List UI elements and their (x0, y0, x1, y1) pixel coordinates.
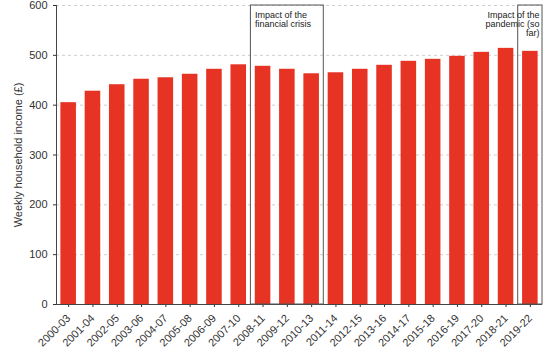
svg-text:2016-19: 2016-19 (424, 311, 462, 349)
svg-text:2019-22: 2019-22 (497, 312, 534, 349)
svg-text:2017-20: 2017-20 (448, 311, 486, 349)
svg-text:600: 600 (29, 0, 47, 11)
svg-text:Impact of thepandemic (sofar): Impact of thepandemic (sofar) (485, 10, 539, 38)
svg-text:2007-10: 2007-10 (205, 311, 243, 349)
svg-text:0: 0 (41, 298, 47, 310)
svg-text:2000-03: 2000-03 (35, 311, 73, 349)
svg-text:400: 400 (29, 99, 47, 111)
svg-text:2015-18: 2015-18 (400, 311, 438, 349)
svg-text:2013-16: 2013-16 (351, 311, 389, 349)
svg-text:Weekly household income (£): Weekly household income (£) (12, 83, 24, 228)
svg-text:2004-07: 2004-07 (132, 311, 170, 349)
svg-text:200: 200 (29, 198, 47, 210)
svg-text:2002-05: 2002-05 (84, 311, 122, 349)
svg-text:2003-06: 2003-06 (108, 311, 146, 349)
svg-text:2001-04: 2001-04 (59, 311, 97, 349)
svg-text:2011-14: 2011-14 (303, 311, 340, 349)
svg-text:2008-11: 2008-11 (230, 311, 267, 349)
svg-text:2018-21: 2018-21 (472, 311, 510, 349)
svg-text:2012-15: 2012-15 (327, 311, 365, 349)
svg-text:100: 100 (29, 248, 47, 260)
svg-text:300: 300 (29, 149, 47, 161)
svg-text:2010-13: 2010-13 (278, 311, 316, 349)
svg-text:Impact of thefinancial crisis: Impact of thefinancial crisis (255, 10, 312, 29)
svg-text:2009-12: 2009-12 (254, 311, 292, 349)
svg-text:2006-09: 2006-09 (181, 311, 219, 349)
svg-text:2014-17: 2014-17 (375, 311, 413, 349)
svg-text:500: 500 (29, 49, 47, 61)
svg-text:2005-08: 2005-08 (157, 311, 195, 349)
